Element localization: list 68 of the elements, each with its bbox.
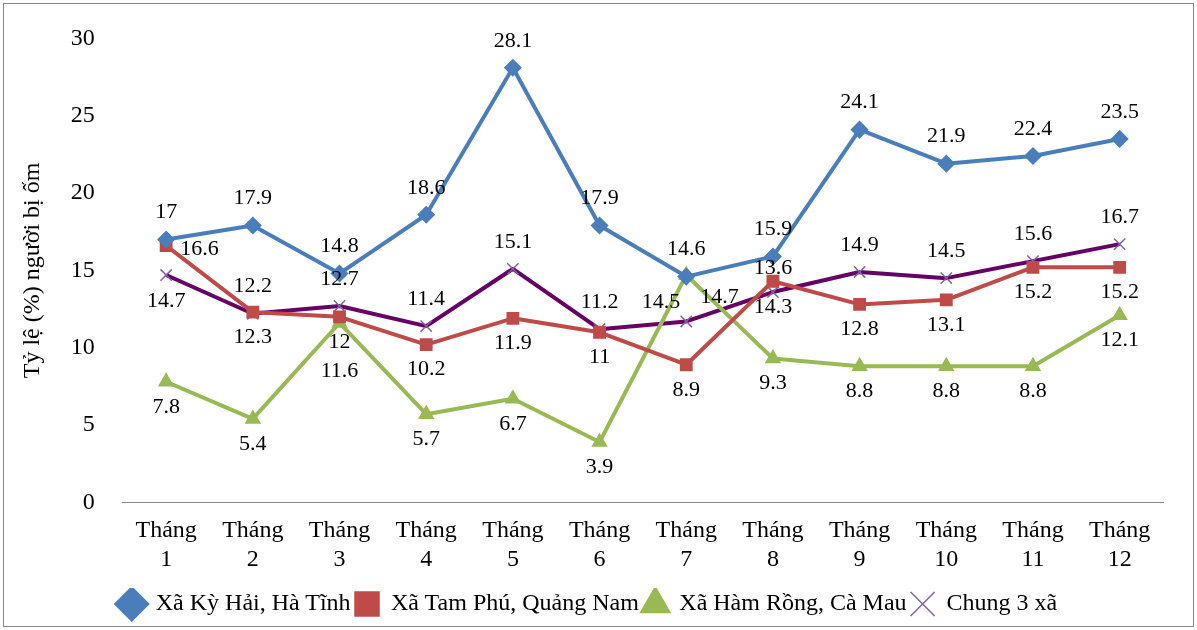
y-tick-label: 5	[82, 410, 95, 437]
y-tick-label: 15	[70, 255, 95, 282]
x-tick-label: Tháng 7	[655, 516, 717, 571]
data-label: 12.8	[840, 315, 879, 341]
y-axis-title: Tỷ lệ (%) người bị ốm	[17, 162, 44, 379]
x-tick-label: Tháng 10	[915, 516, 977, 571]
data-label: 11.2	[580, 287, 619, 313]
data-label: 5.7	[412, 425, 440, 451]
x-tick-label: Tháng 5	[482, 516, 544, 571]
data-label: 8.8	[1019, 377, 1047, 403]
data-label: 15.6	[1013, 219, 1053, 245]
data-label: 15.9	[753, 215, 793, 241]
data-label: 21.9	[927, 122, 966, 148]
data-label: 12.3	[233, 322, 273, 348]
legend-label: Xã Kỳ Hải, Hà Tĩnh	[155, 589, 351, 616]
data-label: 17	[155, 198, 178, 224]
data-label: 14.3	[753, 293, 793, 319]
data-label: 13.1	[927, 310, 966, 336]
data-label: 6.7	[499, 409, 527, 435]
data-label: 8.9	[672, 375, 700, 401]
x-tick-label: Tháng 11	[1002, 516, 1064, 571]
data-label: 12.1	[1100, 326, 1139, 352]
y-tick-label: 0	[82, 487, 95, 514]
data-label: 15.2	[1100, 278, 1139, 304]
data-label: 15.2	[1013, 278, 1053, 304]
data-label: 11	[588, 343, 611, 369]
y-tick-label: 10	[70, 333, 95, 360]
x-tick-label: Tháng 4	[395, 516, 457, 571]
data-label: 28.1	[493, 26, 533, 52]
data-label: 14.8	[320, 232, 359, 258]
x-tick-label: Tháng 1	[135, 516, 197, 571]
x-tick-label: Tháng 2	[222, 516, 284, 571]
data-label: 22.4	[1013, 114, 1053, 140]
legend-label: Chung 3 xã	[946, 589, 1058, 616]
data-label: 11.9	[494, 329, 532, 355]
data-label: 24.1	[840, 88, 879, 114]
x-tick-label: Tháng 9	[828, 516, 891, 571]
data-label: 10.2	[406, 355, 446, 381]
y-tick-label: 25	[70, 101, 95, 128]
data-label: 14.7	[146, 286, 186, 312]
data-label: 12.2	[233, 272, 273, 298]
data-label: 8.8	[845, 377, 874, 403]
y-tick-label: 20	[70, 178, 95, 205]
data-label: 14.5	[927, 236, 966, 262]
data-label: 14.9	[840, 230, 879, 256]
data-label: 13.6	[753, 253, 793, 279]
data-label: 8.8	[932, 377, 961, 403]
x-tick-label: Tháng 6	[568, 516, 631, 571]
data-label: 11.4	[407, 284, 446, 310]
data-label: 16.7	[1100, 202, 1139, 228]
y-tick-label: 30	[70, 23, 95, 50]
data-label: 15.1	[493, 227, 533, 253]
data-label: 5.4	[239, 429, 267, 455]
data-label: 12.7	[320, 264, 359, 290]
x-tick-label: Tháng 8	[742, 516, 804, 571]
legend-label: Xã Hàm Rồng, Cà Mau	[679, 589, 907, 616]
data-label: 17.9	[233, 184, 273, 210]
data-label: 23.5	[1100, 97, 1139, 123]
data-label: 14.6	[666, 235, 706, 261]
data-label: 12	[328, 327, 351, 353]
legend-label: Xã Tam Phú, Quảng Nam	[391, 589, 640, 616]
data-label: 3.9	[585, 452, 614, 478]
x-tick-label: Tháng 3	[308, 516, 371, 571]
data-label: 7.8	[152, 392, 180, 418]
data-label: 16.6	[180, 235, 219, 261]
data-label: 9.3	[759, 369, 787, 395]
data-label: 11.6	[320, 356, 359, 382]
x-tick-label: Tháng 12	[1089, 516, 1151, 571]
